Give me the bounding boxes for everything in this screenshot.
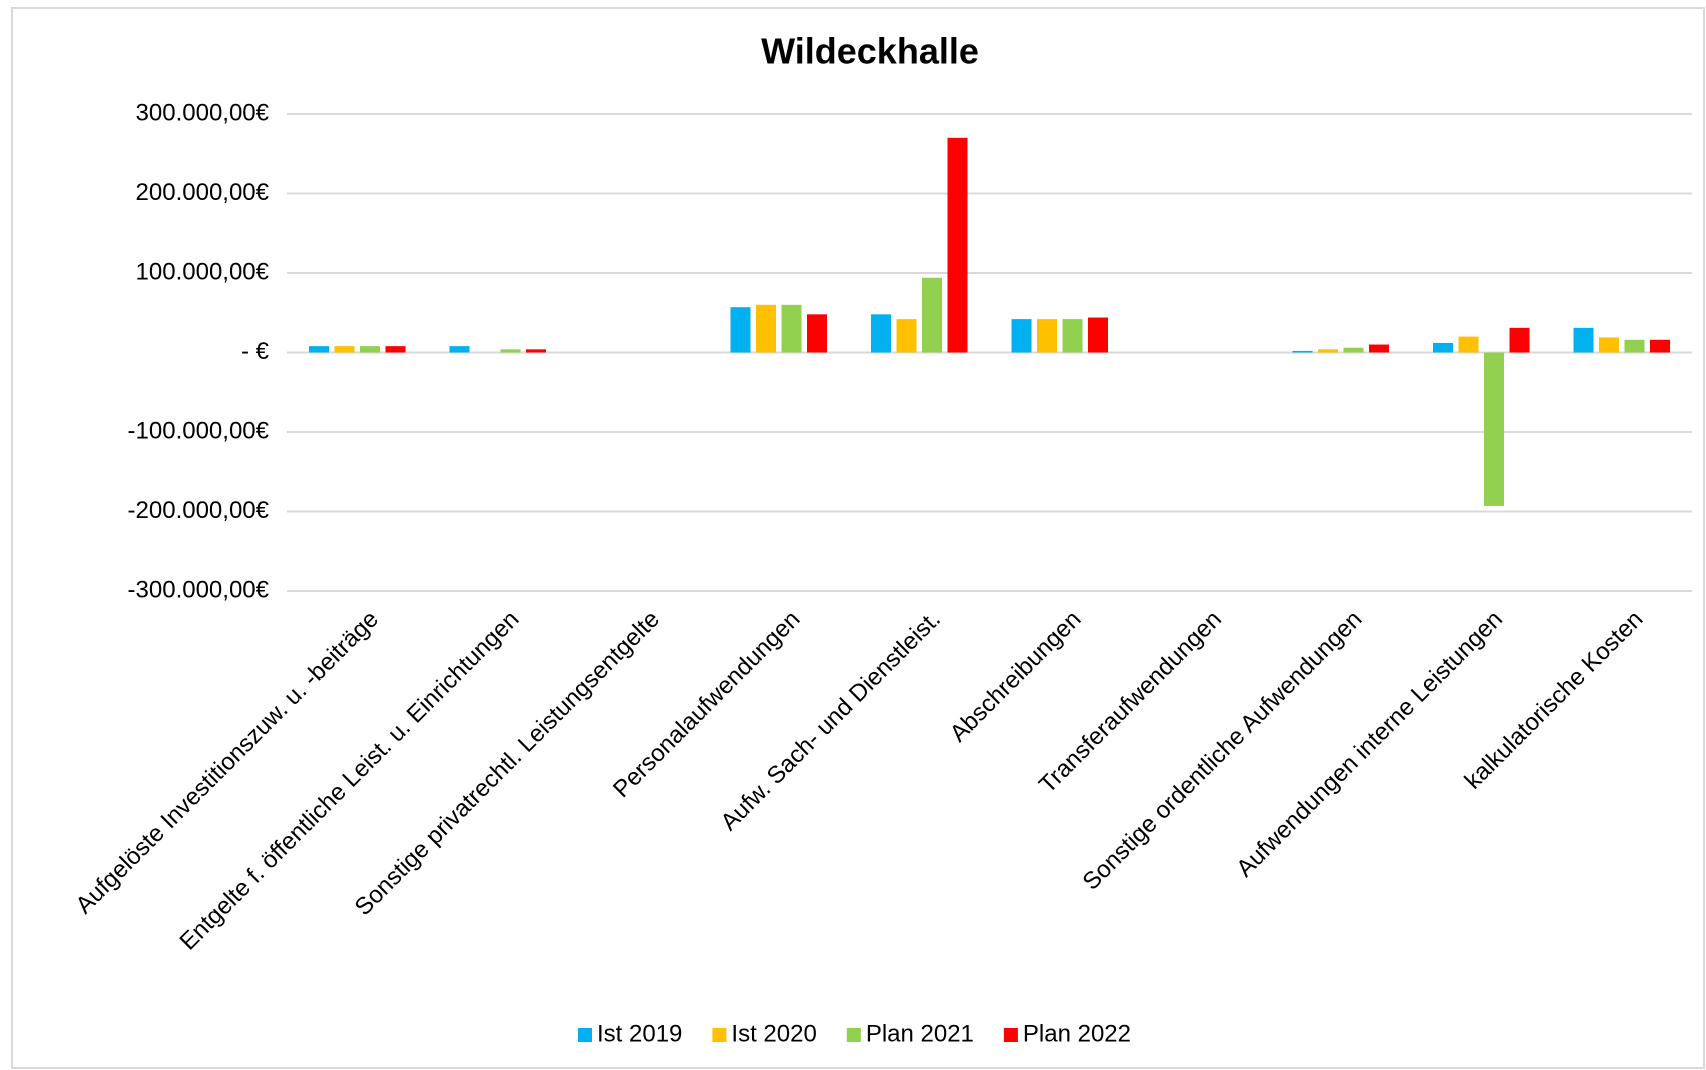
legend-label: Ist 2019 xyxy=(597,1020,682,1047)
bar xyxy=(1037,319,1057,353)
bar xyxy=(1484,352,1504,506)
bar xyxy=(385,346,406,353)
bar xyxy=(1062,319,1083,353)
bar xyxy=(360,346,380,353)
bar xyxy=(1573,327,1594,353)
bar xyxy=(1292,350,1313,353)
bar xyxy=(781,304,802,353)
bar xyxy=(1599,337,1619,353)
bar xyxy=(730,307,751,353)
y-tick-label: 200.000,00€ xyxy=(136,179,270,206)
y-tick-label: - € xyxy=(241,338,270,365)
legend-swatch xyxy=(712,1028,727,1042)
legend-swatch xyxy=(578,1028,592,1042)
bar xyxy=(922,277,942,353)
legend-swatch xyxy=(1003,1028,1018,1042)
bar xyxy=(1624,339,1645,353)
y-tick-label: -100.000,00€ xyxy=(128,417,270,444)
bar xyxy=(1650,339,1670,353)
bar xyxy=(1458,336,1479,353)
bar xyxy=(500,349,521,353)
bar xyxy=(1369,344,1389,353)
bar xyxy=(309,346,329,353)
bar xyxy=(807,314,827,353)
y-tick-label: 100.000,00€ xyxy=(136,258,270,285)
bar xyxy=(449,346,470,353)
legend-swatch xyxy=(846,1028,861,1042)
bar xyxy=(1433,342,1453,353)
y-tick-label: 300.000,00€ xyxy=(136,99,270,126)
bar xyxy=(1088,317,1108,353)
bar xyxy=(756,304,776,353)
bar xyxy=(334,346,355,353)
legend-label: Ist 2020 xyxy=(731,1020,816,1047)
legend-label: Plan 2021 xyxy=(866,1020,974,1047)
bar xyxy=(947,137,968,353)
bar xyxy=(1509,327,1530,353)
y-tick-label: -200.000,00€ xyxy=(128,497,270,524)
bar xyxy=(871,314,891,353)
bar xyxy=(1011,319,1032,353)
y-tick-label: -300.000,00€ xyxy=(128,576,270,603)
chart-border xyxy=(11,7,1705,1069)
legend-label: Plan 2022 xyxy=(1023,1020,1131,1047)
bar xyxy=(1343,347,1364,353)
bar xyxy=(896,319,917,353)
chart-title: Wildeckhalle xyxy=(761,31,979,72)
bar xyxy=(1318,349,1338,353)
bar xyxy=(526,349,546,353)
